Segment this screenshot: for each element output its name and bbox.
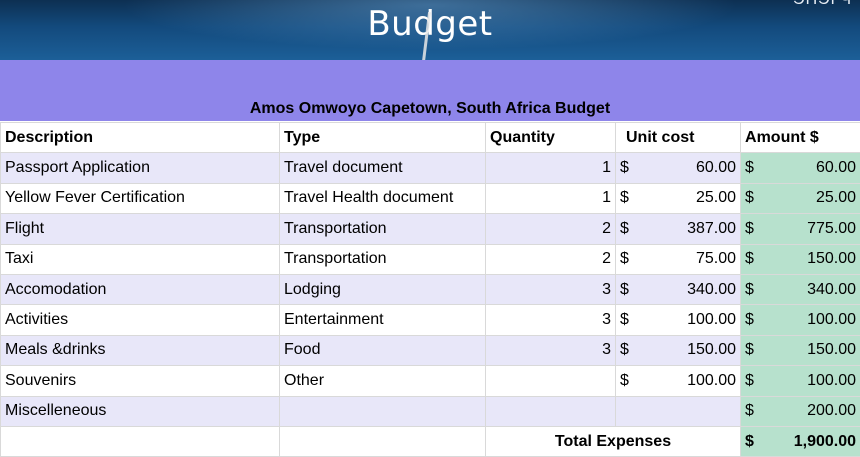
unit-cost-currency-cell[interactable]: $ (616, 274, 638, 304)
description-cell[interactable]: Activities (1, 305, 280, 335)
type-cell[interactable]: Transportation (280, 214, 486, 244)
amount-currency-cell[interactable]: $ (741, 183, 763, 213)
unit-cost-currency-cell[interactable]: $ (616, 305, 638, 335)
quantity-cell[interactable]: 1 (486, 153, 616, 183)
header-quantity[interactable]: Quantity (486, 123, 616, 153)
sheet-title: Amos Omwoyo Capetown, South Africa Budge… (0, 96, 860, 121)
amount-cell[interactable]: 100.00 (763, 305, 860, 335)
type-cell[interactable]: Travel Health document (280, 183, 486, 213)
unit-cost-currency-cell[interactable] (616, 396, 638, 426)
total-empty-cell[interactable] (280, 426, 486, 456)
unit-cost-cell[interactable]: 25.00 (638, 183, 741, 213)
description-cell[interactable]: Flight (1, 214, 280, 244)
unit-cost-currency-cell[interactable]: $ (616, 366, 638, 396)
type-cell[interactable]: Other (280, 366, 486, 396)
type-cell[interactable]: Travel document (280, 153, 486, 183)
description-cell[interactable]: Passport Application (1, 153, 280, 183)
quantity-cell[interactable]: 2 (486, 214, 616, 244)
quantity-cell[interactable]: 3 (486, 335, 616, 365)
type-cell[interactable]: Entertainment (280, 305, 486, 335)
description-cell[interactable]: Miscelleneous (1, 396, 280, 426)
quantity-cell[interactable] (486, 396, 616, 426)
type-cell[interactable]: Food (280, 335, 486, 365)
description-cell[interactable]: Meals &drinks (1, 335, 280, 365)
title-banner: Budget ЭПЭГЧ (0, 0, 860, 60)
total-row: Total Expenses$1,900.00 (1, 426, 860, 456)
amount-currency-cell[interactable]: $ (741, 366, 763, 396)
unit-cost-cell[interactable]: 100.00 (638, 305, 741, 335)
type-cell[interactable] (280, 396, 486, 426)
unit-cost-currency-cell[interactable]: $ (616, 335, 638, 365)
header-unit-cost-label: Unit cost (620, 129, 694, 146)
header-row: Description Type Quantity Unit cost Amou… (1, 123, 860, 153)
unit-cost-cell[interactable]: 340.00 (638, 274, 741, 304)
amount-cell[interactable]: 25.00 (763, 183, 860, 213)
description-cell[interactable]: Yellow Fever Certification (1, 183, 280, 213)
description-cell[interactable]: Souvenirs (1, 366, 280, 396)
amount-cell[interactable]: 100.00 (763, 366, 860, 396)
amount-currency-cell[interactable]: $ (741, 244, 763, 274)
header-amount[interactable]: Amount $ (741, 123, 860, 153)
quantity-cell[interactable]: 3 (486, 305, 616, 335)
unit-cost-cell[interactable] (638, 396, 741, 426)
total-amount-cell[interactable]: 1,900.00 (763, 426, 860, 456)
amount-currency-cell[interactable]: $ (741, 396, 763, 426)
quantity-cell[interactable]: 3 (486, 274, 616, 304)
unit-cost-currency-cell[interactable]: $ (616, 153, 638, 183)
type-cell[interactable]: Lodging (280, 274, 486, 304)
type-cell[interactable]: Transportation (280, 244, 486, 274)
amount-cell[interactable]: 150.00 (763, 335, 860, 365)
unit-cost-currency-cell[interactable]: $ (616, 214, 638, 244)
description-cell[interactable]: Accomodation (1, 274, 280, 304)
page-title: Budget (0, 4, 860, 44)
header-unit-cost[interactable]: Unit cost (616, 123, 741, 153)
unit-cost-cell[interactable]: 60.00 (638, 153, 741, 183)
amount-cell[interactable]: 150.00 (763, 244, 860, 274)
amount-cell[interactable]: 775.00 (763, 214, 860, 244)
banner-corner-text: ЭПЭГЧ (793, 0, 852, 9)
amount-currency-cell[interactable]: $ (741, 214, 763, 244)
amount-currency-cell[interactable]: $ (741, 305, 763, 335)
unit-cost-currency-cell[interactable]: $ (616, 244, 638, 274)
table-row: Miscelleneous $200.00 (1, 396, 860, 426)
amount-currency-cell[interactable]: $ (741, 274, 763, 304)
amount-currency-cell[interactable]: $ (741, 153, 763, 183)
header-type[interactable]: Type (280, 123, 486, 153)
quantity-cell[interactable]: 2 (486, 244, 616, 274)
total-currency-cell[interactable]: $ (741, 426, 763, 456)
total-empty-cell[interactable] (1, 426, 280, 456)
quantity-cell[interactable]: 1 (486, 183, 616, 213)
unit-cost-cell[interactable]: 387.00 (638, 214, 741, 244)
budget-table: Description Type Quantity Unit cost Amou… (0, 122, 860, 457)
total-expenses-label[interactable]: Total Expenses (486, 426, 741, 456)
amount-currency-cell[interactable]: $ (741, 335, 763, 365)
unit-cost-cell[interactable]: 100.00 (638, 366, 741, 396)
unit-cost-cell[interactable]: 75.00 (638, 244, 741, 274)
amount-cell[interactable]: 200.00 (763, 396, 860, 426)
quantity-cell[interactable] (486, 366, 616, 396)
amount-cell[interactable]: 340.00 (763, 274, 860, 304)
amount-cell[interactable]: 60.00 (763, 153, 860, 183)
description-cell[interactable]: Taxi (1, 244, 280, 274)
header-description[interactable]: Description (1, 123, 280, 153)
unit-cost-currency-cell[interactable]: $ (616, 183, 638, 213)
unit-cost-cell[interactable]: 150.00 (638, 335, 741, 365)
